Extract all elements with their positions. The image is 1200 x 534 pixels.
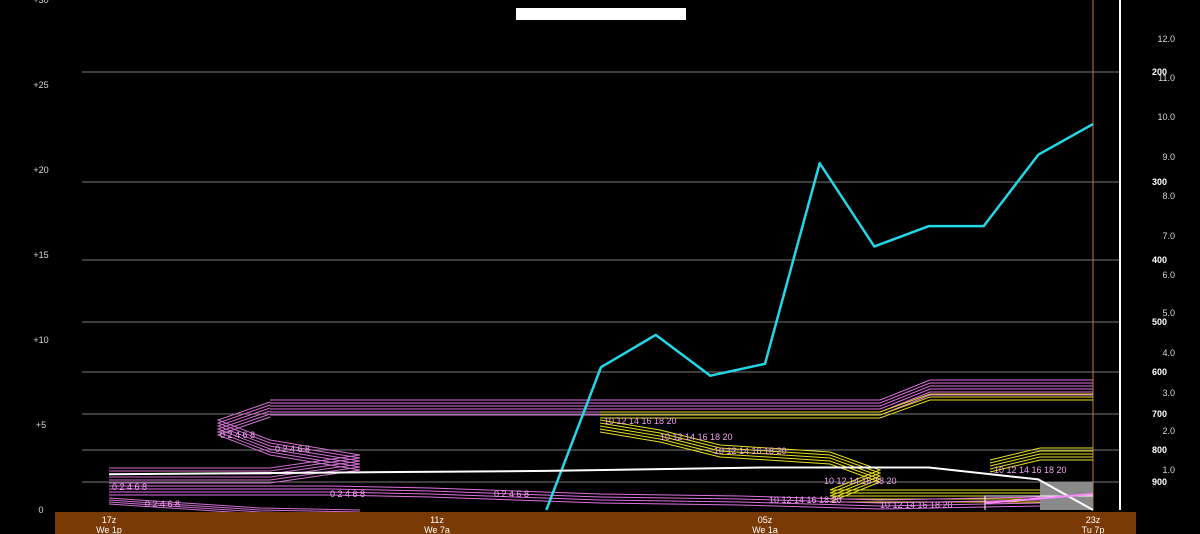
pressure-tick-label: 700 [1152, 409, 1167, 419]
plume-magenta-mid-3 [109, 410, 361, 478]
pressure-tick-label: 600 [1152, 367, 1167, 377]
title-model: RAP [567, 21, 587, 31]
lag-label-long: 10 12 14 16 18 20 [714, 446, 787, 456]
plume-magenta-bottom-0 [108, 497, 361, 511]
time-tick-local: Tu 7p [1082, 525, 1105, 534]
lag-label-short: 0 2 4 6 8 [145, 499, 180, 509]
right-tick-label: 2.0 [1162, 426, 1175, 436]
plume-yellow-right-1 [989, 450, 1093, 464]
plume-yellow-mid-1 [599, 422, 1093, 494]
time-tick-local: We 1p [96, 525, 122, 534]
pressure-tick-label: 900 [1152, 477, 1167, 487]
plume-yellow-right-0 [989, 447, 1093, 461]
plume-yellow-upper-0 [600, 393, 1093, 413]
time-tick-utc: 17z [102, 515, 117, 525]
plume-magenta-mid-4 [109, 413, 361, 481]
right-tick-label: 6.0 [1162, 270, 1175, 280]
plume-yellow-right-4 [989, 459, 1093, 473]
plume-magenta-mid-5 [109, 416, 361, 484]
right-tick-label: 3.0 [1162, 388, 1175, 398]
left-tick-label: 0 [38, 505, 43, 515]
plume-magenta-upper-5 [270, 394, 1093, 416]
plume-magenta-low-1 [109, 488, 1094, 504]
plume-magenta-low-3 [109, 494, 1094, 510]
plume-magenta-upper-0 [270, 379, 1093, 401]
time-tick-local: We 1a [752, 525, 778, 534]
right-tick-label: 7.0 [1162, 231, 1175, 241]
pressure-tick-label: 300 [1152, 177, 1167, 187]
lag-label-long: 10 12 14 16 18 20 [604, 416, 677, 426]
plume-yellow-right-2 [989, 453, 1093, 467]
plume-yellow-mid-2 [599, 425, 1093, 497]
plume-yellow-upper-2 [600, 399, 1093, 419]
plume-magenta-mid-0 [109, 401, 361, 469]
pressure-tick-label: 400 [1152, 255, 1167, 265]
title-date: Jan 21, 2014 [604, 21, 658, 31]
time-tick-utc: 05z [758, 515, 773, 525]
title-hour: 23z [675, 21, 691, 31]
pressure-tick-label: 200 [1152, 67, 1167, 77]
series-lines [108, 123, 1094, 511]
plume-magenta-low-2 [109, 491, 1094, 507]
lag-plumes: 0 2 4 6 8 0 2 4 6 8 0 2 4 6 8 0 2 4 6 8 0 2 … [108, 379, 1094, 517]
lag-label-long: 10 12 14 16 18 20 [660, 432, 733, 442]
plume-magenta-mid-1 [109, 404, 361, 472]
pressure-tick-label: 800 [1152, 445, 1167, 455]
time-tick-utc: 23z [1086, 515, 1101, 525]
plume-magenta-upper-3 [270, 388, 1093, 410]
plume-yellow-upper-1 [600, 396, 1093, 416]
series-line-0 [545, 123, 1094, 511]
lag-label-short: 0 2 4 6 8 [112, 482, 147, 492]
right-axis: 1.0 2.0 3.0 4.0 5.0 6.0 7.0 8.0 9.0 10.0 11.0 12.0 [1157, 34, 1175, 475]
lag-label-long: 10 12 14 16 18 20 [824, 476, 897, 486]
plume-yellow-right-3 [989, 456, 1093, 470]
chart-title: KLNS RAP Jan 21, 2014 23z [516, 8, 690, 31]
plume-magenta-low-0 [109, 485, 1094, 501]
plume-yellow-mid-0 [599, 419, 1093, 491]
left-axis: 0 +5 +10 +15 +20 +25 +30 [33, 0, 48, 515]
plume-magenta-bottom-1 [108, 499, 361, 513]
time-tick-utc: 11z [430, 515, 444, 525]
lag-label-long: 10 12 14 16 18 20 [994, 465, 1067, 475]
pressure-axis: 200 300 400 500 600 700 800 900 [1152, 67, 1167, 487]
right-tick-label: 11.0 [1158, 73, 1175, 83]
lag-label-long: 10 12 14 16 18 20 [880, 500, 953, 510]
right-tick-label: 5.0 [1162, 308, 1175, 318]
plume-magenta-upper-2 [270, 385, 1093, 407]
left-tick-label: +20 [33, 165, 48, 175]
left-tick-label: +5 [36, 420, 46, 430]
right-tick-label: 12.0 [1157, 34, 1175, 44]
right-tick-label: 1.0 [1162, 465, 1175, 475]
title-station: KLNS [525, 21, 550, 31]
time-tick-local: We 7a [424, 525, 450, 534]
series-line-pink [984, 493, 1094, 504]
left-tick-label: +25 [33, 80, 48, 90]
right-tick-label: 10.0 [1157, 112, 1175, 122]
right-tick-label: 4.0 [1162, 348, 1175, 358]
left-tick-label: +10 [33, 335, 48, 345]
right-tick-label: 8.0 [1162, 191, 1175, 201]
lag-label-short: 0 2 4 6 8 [330, 489, 365, 499]
time-axis-bar [55, 512, 1136, 534]
lag-label-long: 10 12 14 16 18 20 [769, 495, 842, 505]
lag-label-short: 0 2 4 6 8 [275, 444, 310, 454]
right-tick-label: 9.0 [1162, 152, 1175, 162]
lag-label-short: 0 2 4 6 8 [220, 430, 255, 440]
series-line-1 [108, 466, 1094, 511]
left-tick-label: +30 [33, 0, 48, 5]
left-tick-label: +15 [33, 250, 48, 260]
plume-magenta-upper-4 [270, 391, 1093, 413]
plume-magenta-upper-1 [270, 382, 1093, 404]
pressure-tick-label: 500 [1152, 317, 1167, 327]
grid-lines [82, 0, 1121, 510]
lag-label-short: 0 2 4 6 8 [494, 489, 529, 499]
